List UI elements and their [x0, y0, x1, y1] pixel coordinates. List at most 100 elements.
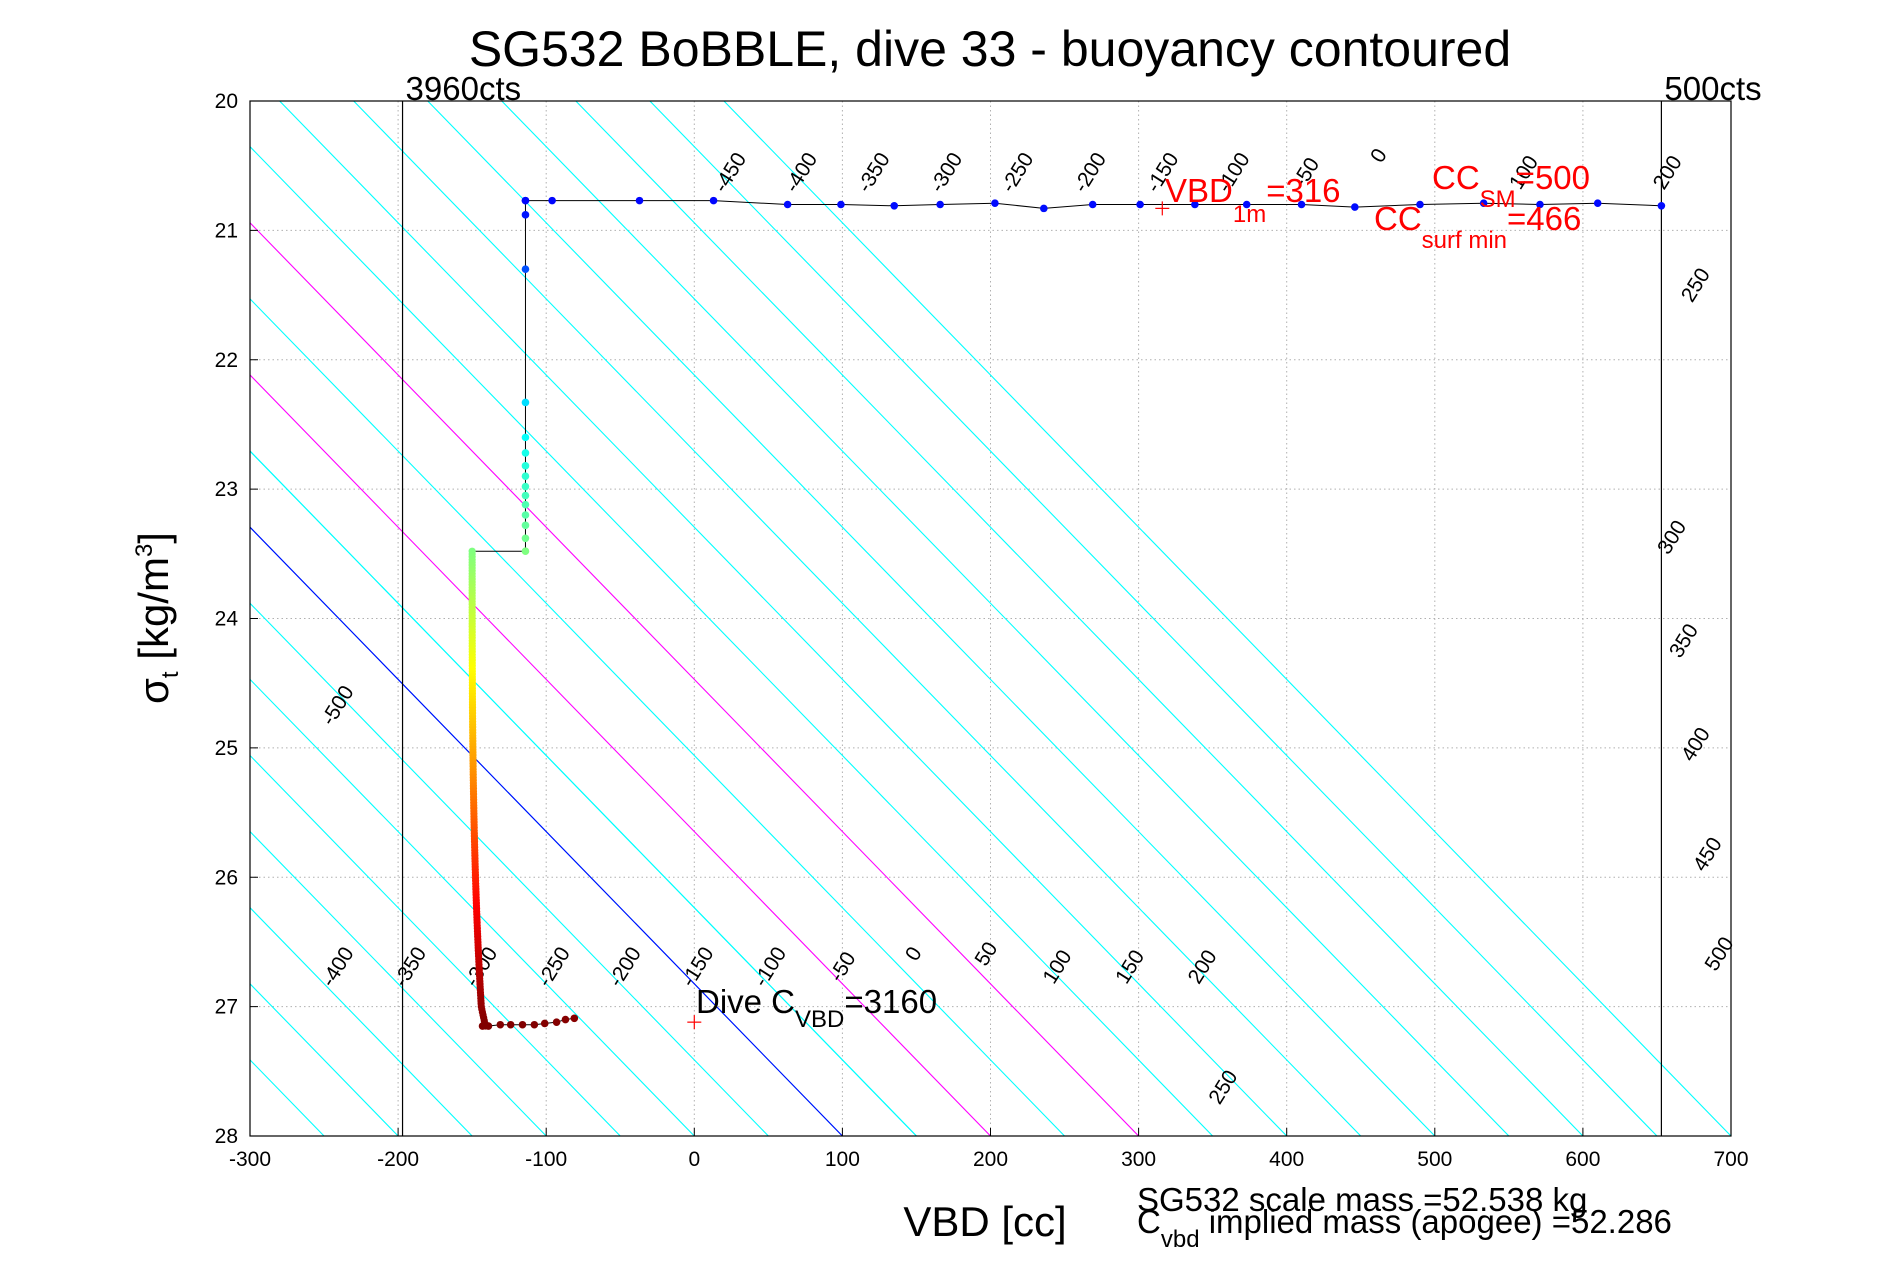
- profile-point: [521, 500, 530, 509]
- profile-point: [709, 196, 718, 205]
- contour-line: [427, 101, 1436, 1136]
- contour-line: [501, 101, 1510, 1136]
- cc-surf-min-value: =466: [1507, 200, 1581, 237]
- profile-point: [521, 482, 530, 491]
- contour-label: -50: [825, 948, 861, 986]
- implied-mass-sub: vbd: [1161, 1226, 1200, 1253]
- profile-point: [1416, 200, 1424, 209]
- profile-point: [521, 398, 530, 407]
- contour-line: [250, 298, 1065, 1136]
- x-tick-label: 300: [1121, 1148, 1156, 1171]
- vbd-1m-sub: 1m: [1233, 201, 1266, 228]
- x-tick-label: -300: [229, 1148, 271, 1171]
- y-tick-label: 20: [215, 90, 238, 113]
- x-tick-label: -200: [377, 1148, 419, 1171]
- profile-point: [1593, 199, 1602, 208]
- profile-point: [496, 1020, 505, 1029]
- scale-mass-footer: SG532 scale mass =52.538 kg: [1137, 1181, 1587, 1218]
- contour-line: [250, 145, 1214, 1136]
- contour-line: [723, 101, 1731, 1136]
- profile-point: [521, 521, 530, 530]
- profile-point: [890, 201, 899, 210]
- profile-point: [635, 196, 644, 205]
- profile-point: [521, 211, 530, 219]
- contour-label: -250: [533, 943, 575, 991]
- profile-point: [1088, 200, 1097, 209]
- dive-cvbd-annotation: Dive CVBD=3160: [696, 983, 937, 1033]
- markers: [687, 201, 1170, 1030]
- contour-line: [575, 101, 1584, 1136]
- contour-line: [353, 101, 1362, 1136]
- y-tick-label: 25: [215, 737, 238, 760]
- contour-line: [250, 754, 621, 1136]
- y-tick-label: 28: [215, 1125, 238, 1148]
- profile-point: [521, 433, 530, 442]
- cc-sm-base: CC: [1432, 159, 1480, 196]
- contour-label: -300: [926, 149, 968, 197]
- contour-label: -500: [317, 682, 359, 730]
- contour-label: 300: [1653, 516, 1691, 558]
- contour-label: -350: [853, 149, 895, 197]
- implied-mass-value: implied mass (apogee) =52.286: [1200, 1203, 1672, 1240]
- profile-point: [540, 1019, 549, 1028]
- profile-point: [521, 449, 530, 457]
- contour-label: 500: [1701, 933, 1739, 975]
- contour-label: -450: [709, 149, 751, 197]
- y-tick-label: 24: [215, 608, 239, 631]
- y-axis-label-base: σ: [130, 678, 177, 704]
- chart-title: SG532 BoBBLE, dive 33 - buoyancy contour…: [469, 21, 1511, 77]
- cc-sm-sub: SM: [1480, 186, 1516, 213]
- profile-point: [561, 1015, 570, 1024]
- x-axis-label: VBD [cc]: [903, 1198, 1066, 1245]
- dive-cvbd-value: =3160: [844, 983, 937, 1020]
- profile-point: [521, 534, 530, 543]
- cc-sm-value: =500: [1516, 159, 1590, 196]
- profile-point: [521, 511, 530, 519]
- contour-line: [250, 374, 991, 1136]
- contour-line: [250, 906, 473, 1136]
- dive-cvbd-base: Dive C: [696, 983, 795, 1020]
- contour-label: -200: [1069, 149, 1111, 197]
- contour-label: 250: [1677, 264, 1715, 306]
- contour-labels: -500-450 -400 -350 -300 -250 -200 -150 -100 -50 0…: [317, 145, 1739, 1109]
- x-tick-label: 200: [973, 1148, 1008, 1171]
- contour-label: 50: [971, 938, 1003, 970]
- x-tick-label: 700: [1713, 1148, 1748, 1171]
- x-tick-label: -100: [525, 1148, 567, 1171]
- contour-label: 350: [1665, 620, 1703, 662]
- profile-point: [1297, 200, 1306, 209]
- buoyancy-contours: [250, 101, 1731, 1136]
- contour-label: -400: [317, 943, 359, 991]
- implied-mass-footer: Cvbd implied mass (apogee) =52.286: [1137, 1203, 1672, 1253]
- contour-label: 0: [1366, 145, 1392, 167]
- x-tick-label: 600: [1565, 1148, 1600, 1171]
- contour-line: [250, 830, 547, 1136]
- dive-cvbd-sub: VBD: [795, 1006, 844, 1033]
- contour-label: 150: [1111, 946, 1149, 988]
- cc-sm-annotation: CCSM=500: [1432, 159, 1590, 213]
- vbd-1m-annotation: VBD1m=316: [1165, 172, 1341, 228]
- x-tick-label: 0: [688, 1148, 700, 1171]
- profile-line: [471, 200, 1662, 1027]
- vbd-1m-value: =316: [1266, 172, 1340, 209]
- profile-point: [521, 491, 530, 500]
- profile-point: [1191, 200, 1199, 209]
- profile-point: [1479, 199, 1488, 208]
- profile-point: [521, 265, 530, 273]
- contour-label: 100: [1039, 946, 1077, 988]
- contour-line: [279, 101, 1288, 1136]
- contour-line: [250, 450, 917, 1136]
- profile-point: [1657, 201, 1666, 210]
- contour-label: 0: [901, 943, 927, 965]
- profile-point: [484, 1022, 493, 1030]
- cc-surf-min-sub: surf min: [1422, 227, 1507, 254]
- y-tick-label: 26: [215, 866, 238, 889]
- profile-point: [521, 196, 530, 205]
- y-tick-label: 23: [215, 478, 238, 501]
- profile-point: [1351, 203, 1359, 211]
- profile-point: [521, 547, 530, 556]
- contour-line: [250, 221, 1139, 1136]
- y-axis-label-rest: [kg/m: [130, 557, 177, 671]
- profile-point: [837, 200, 845, 209]
